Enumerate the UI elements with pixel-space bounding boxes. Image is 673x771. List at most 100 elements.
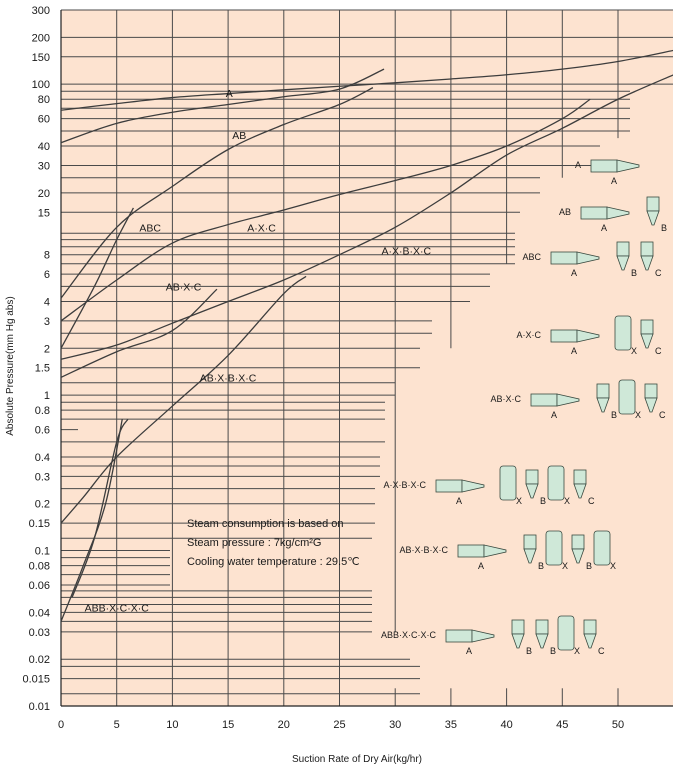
x-tick-label: 5 <box>114 719 120 731</box>
y-axis-label: Absolute Pressure(mm Hg abs) <box>5 296 16 436</box>
component-label: A <box>601 223 607 233</box>
series-line-axc <box>60 87 374 299</box>
ejector-diffuser-icon <box>471 629 495 643</box>
x-tick-label: 0 <box>58 719 64 731</box>
series-label: AB <box>232 130 246 142</box>
ejector-body-icon <box>550 329 578 343</box>
series-line-abxbxc <box>60 74 673 360</box>
component-label: B <box>631 268 637 278</box>
x-tick-label: 20 <box>278 719 290 731</box>
steam-note: Steam consumption is based on Steam pres… <box>187 518 360 568</box>
ejector-body-icon <box>445 629 473 643</box>
y-tick-label: 2 <box>44 343 50 355</box>
ejector-diffuser-icon <box>556 393 580 407</box>
y-tick-label: 0.04 <box>29 607 50 619</box>
ejector-diffuser-icon <box>461 479 485 493</box>
diagram-label: AB·X·B·X·C <box>399 545 448 555</box>
y-tick-label: 3 <box>44 316 50 328</box>
diagram-label: A·X·B·X·C <box>384 480 427 490</box>
y-tick-label: 6 <box>44 269 50 281</box>
ejector-stage-icon <box>640 255 654 271</box>
condenser-icon <box>614 315 632 351</box>
ejector-stage-icon <box>535 633 549 649</box>
ejector-stage-icon <box>646 210 660 226</box>
component-label: X <box>574 646 580 656</box>
ejector-body-icon <box>550 251 578 265</box>
component-label: B <box>540 496 546 506</box>
ejector-body-icon <box>590 159 618 173</box>
x-tick-label: 35 <box>445 719 457 731</box>
component-label: B <box>538 561 544 571</box>
y-tick-label: 1 <box>44 390 50 402</box>
x-tick-label: 30 <box>389 719 401 731</box>
ejector-diffuser-icon <box>483 544 507 558</box>
component-label: C <box>655 268 662 278</box>
y-tick-label: 0.03 <box>29 627 50 639</box>
ejector-stage-icon <box>511 619 525 635</box>
component-label: A <box>456 496 462 506</box>
diagram-label: A·X·C <box>517 330 542 340</box>
y-tick-label: 0.015 <box>22 674 50 686</box>
ejector-stage-icon <box>523 534 537 550</box>
y-tick-label: 0.3 <box>35 471 50 483</box>
ejector-body-icon <box>580 206 608 220</box>
ejector-stage-icon <box>640 319 654 335</box>
diagram-label: ABB·X·C·X·C <box>381 630 437 640</box>
x-tick-label: 15 <box>222 719 234 731</box>
series-label: A·X·B·X·C <box>382 246 432 258</box>
ejector-stage-icon <box>525 469 539 485</box>
ejector-stage-icon <box>644 397 658 413</box>
diagram-label: ABC <box>522 252 541 262</box>
ejector-stage-icon <box>571 534 585 550</box>
ejector-body-icon <box>530 393 558 407</box>
x-axis-label: Suction Rate of Dry Air(kg/hr) <box>292 754 422 765</box>
ejector-stage-icon <box>646 196 660 212</box>
x-tick-label: 45 <box>556 719 568 731</box>
ejector-stage-icon <box>644 383 658 399</box>
component-label: A <box>551 410 557 420</box>
condenser-icon <box>618 379 636 415</box>
component-label: X <box>610 561 616 571</box>
diagram-label: AB·X·C <box>490 394 521 404</box>
note-line-3: Cooling water temperature : 29.5℃ <box>187 556 360 568</box>
y-tick-label: 200 <box>32 32 50 44</box>
ejector-stage-icon <box>573 469 587 485</box>
component-label: A <box>466 646 472 656</box>
ejector-diffuser-icon <box>576 329 600 343</box>
ejector-diffuser-icon <box>606 206 630 220</box>
x-tick-label: 10 <box>166 719 178 731</box>
y-tick-label: 0.01 <box>29 701 50 713</box>
component-label: C <box>655 346 662 356</box>
ejector-stage-icon <box>616 241 630 257</box>
ejector-diffuser-icon <box>616 159 640 173</box>
condenser-icon <box>557 615 575 651</box>
series-line-abc <box>60 207 134 349</box>
component-label: C <box>659 410 666 420</box>
x-tick-label: 40 <box>500 719 512 731</box>
ejector-stage-icon <box>573 483 587 499</box>
diagram-label: A <box>575 160 581 170</box>
y-tick-label: 0.06 <box>29 580 50 592</box>
component-label: C <box>588 496 595 506</box>
ejector-stage-icon <box>583 619 597 635</box>
ejector-stage-icon <box>525 483 539 499</box>
series-label: AB·X·C <box>166 281 202 293</box>
y-tick-label: 0.6 <box>35 425 50 437</box>
ejector-stage-icon <box>523 548 537 564</box>
y-tick-label: 40 <box>38 141 50 153</box>
tick-labels: 0 5 10 15 20 25 30 35 40 45 5030020015010080604030… <box>22 5 624 731</box>
y-tick-label: 0.8 <box>35 405 50 417</box>
x-tick-label: 50 <box>612 719 624 731</box>
ejector-stage-icon <box>640 333 654 349</box>
component-label: B <box>611 410 617 420</box>
y-tick-label: 300 <box>32 5 50 17</box>
series-label: AB·X·B·X·C <box>200 372 257 384</box>
series-line-unlabeled-9 <box>71 418 129 598</box>
ejector-diffuser-icon <box>576 251 600 265</box>
y-tick-label: 20 <box>38 188 50 200</box>
y-tick-label: 0.08 <box>29 561 50 573</box>
ejector-stage-icon <box>596 383 610 399</box>
diagram-label: AB <box>559 207 571 217</box>
component-label: X <box>631 346 637 356</box>
